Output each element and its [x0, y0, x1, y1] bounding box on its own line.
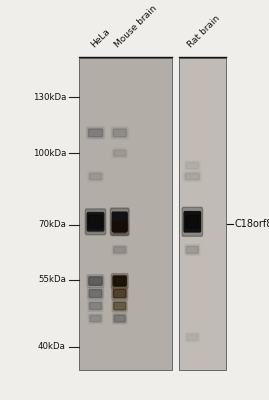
- FancyBboxPatch shape: [114, 302, 126, 310]
- Text: Rat brain: Rat brain: [186, 14, 222, 49]
- FancyBboxPatch shape: [112, 287, 128, 300]
- FancyBboxPatch shape: [112, 245, 127, 255]
- FancyBboxPatch shape: [185, 173, 199, 180]
- FancyBboxPatch shape: [114, 247, 126, 253]
- FancyBboxPatch shape: [186, 162, 199, 169]
- FancyBboxPatch shape: [110, 208, 129, 236]
- FancyBboxPatch shape: [87, 288, 104, 300]
- Text: HeLa: HeLa: [89, 27, 112, 49]
- FancyBboxPatch shape: [90, 173, 101, 180]
- FancyBboxPatch shape: [111, 127, 128, 139]
- FancyBboxPatch shape: [112, 148, 127, 158]
- Text: Mouse brain: Mouse brain: [113, 4, 159, 49]
- FancyBboxPatch shape: [89, 290, 102, 298]
- FancyBboxPatch shape: [112, 212, 127, 231]
- FancyBboxPatch shape: [88, 301, 103, 311]
- FancyBboxPatch shape: [113, 129, 126, 137]
- FancyBboxPatch shape: [185, 244, 200, 255]
- FancyBboxPatch shape: [90, 302, 101, 310]
- FancyBboxPatch shape: [87, 275, 104, 287]
- Text: C18orf8: C18orf8: [234, 219, 269, 229]
- FancyBboxPatch shape: [85, 209, 106, 235]
- FancyBboxPatch shape: [90, 315, 101, 322]
- FancyBboxPatch shape: [113, 275, 126, 287]
- FancyBboxPatch shape: [184, 161, 200, 170]
- Text: 55kDa: 55kDa: [38, 275, 66, 284]
- FancyBboxPatch shape: [183, 172, 201, 181]
- FancyBboxPatch shape: [113, 289, 126, 298]
- FancyBboxPatch shape: [89, 277, 102, 285]
- FancyBboxPatch shape: [185, 332, 199, 342]
- FancyBboxPatch shape: [187, 334, 198, 340]
- FancyBboxPatch shape: [112, 300, 127, 312]
- FancyBboxPatch shape: [114, 277, 125, 285]
- FancyBboxPatch shape: [184, 212, 200, 232]
- FancyBboxPatch shape: [113, 276, 126, 286]
- FancyBboxPatch shape: [89, 314, 102, 323]
- Text: 100kDa: 100kDa: [33, 149, 66, 158]
- FancyBboxPatch shape: [111, 274, 128, 288]
- FancyBboxPatch shape: [186, 246, 198, 254]
- FancyBboxPatch shape: [89, 129, 102, 137]
- FancyBboxPatch shape: [182, 207, 203, 236]
- FancyBboxPatch shape: [88, 172, 103, 181]
- FancyBboxPatch shape: [112, 220, 128, 235]
- Text: 130kDa: 130kDa: [33, 92, 66, 102]
- FancyBboxPatch shape: [87, 212, 104, 232]
- Text: 40kDa: 40kDa: [38, 342, 66, 351]
- Bar: [179, 58, 226, 370]
- FancyBboxPatch shape: [113, 313, 127, 324]
- Bar: [79, 58, 172, 370]
- FancyBboxPatch shape: [89, 215, 102, 228]
- FancyBboxPatch shape: [87, 127, 104, 139]
- FancyBboxPatch shape: [113, 223, 126, 233]
- FancyBboxPatch shape: [87, 213, 104, 231]
- FancyBboxPatch shape: [184, 212, 200, 232]
- FancyBboxPatch shape: [186, 215, 199, 228]
- Text: 70kDa: 70kDa: [38, 220, 66, 230]
- FancyBboxPatch shape: [114, 315, 125, 322]
- FancyBboxPatch shape: [114, 150, 126, 156]
